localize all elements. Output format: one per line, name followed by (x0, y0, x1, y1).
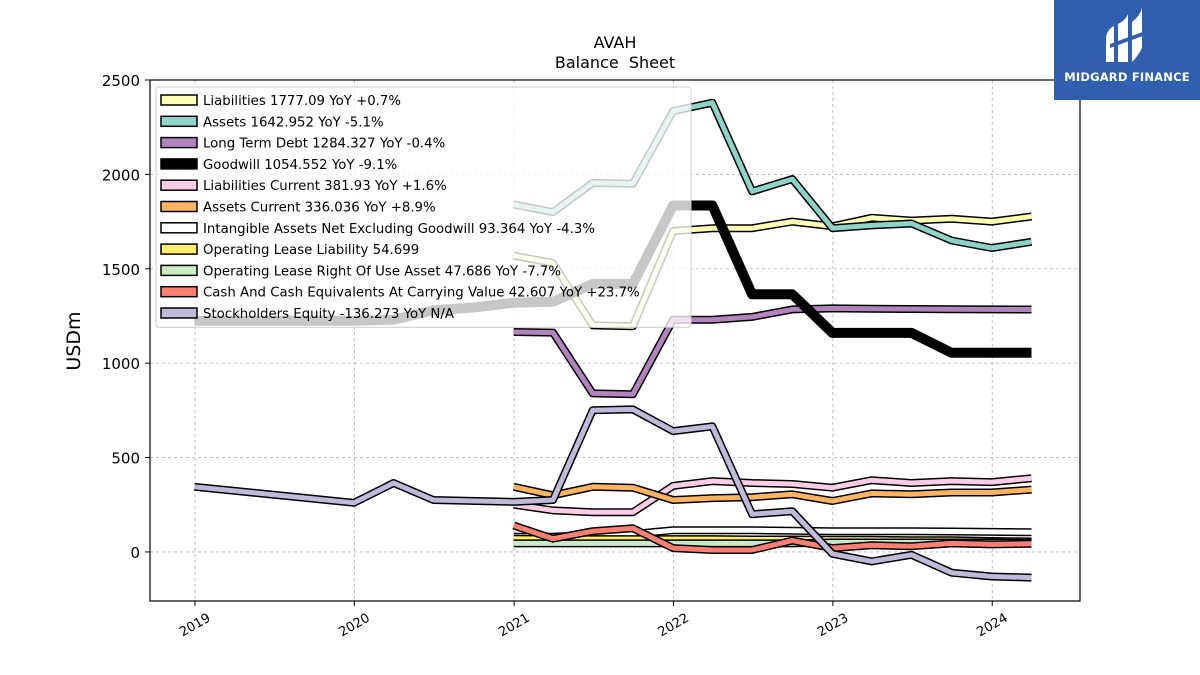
legend-label: Cash And Cash Equivalents At Carrying Va… (203, 286, 640, 301)
x-tick-label: 2020 (337, 611, 373, 641)
y-tick-label: 0 (130, 544, 140, 562)
series-line (513, 484, 1032, 504)
x-axis-ticks: 2019 2020 2021 2022 2023 2024 (177, 601, 1011, 641)
legend-swatch (160, 307, 198, 319)
legend-label: Operating Lease Liability 54.699 (203, 243, 419, 258)
y-axis-ticks: 0 500 1000 1500 2000 2500 (102, 72, 150, 562)
x-tick-label: 2024 (974, 611, 1010, 641)
x-tick-label: 2022 (656, 611, 692, 641)
chart-subtitle: Balance Sheet (555, 53, 675, 72)
legend-box (155, 86, 692, 328)
legend-label: Operating Lease Right Of Use Asset 47.68… (203, 264, 561, 279)
legend: Liabilities 1777.09 YoY +0.7% Assets 1642… (155, 86, 692, 328)
y-tick-label: 1000 (102, 355, 140, 373)
legend-label: Assets 1642.952 YoY -5.1% (203, 115, 384, 130)
series-4 (513, 474, 1032, 517)
legend-label: Stockholders Equity -136.273 YoY N/A (203, 307, 454, 322)
y-tick-label: 2500 (102, 72, 140, 90)
midgard-logo-icon (1106, 8, 1148, 62)
plot-frame (149, 79, 1081, 602)
legend-swatch (160, 115, 198, 128)
legend-swatch (160, 285, 198, 298)
y-tick-label: 500 (111, 450, 140, 468)
x-tick-label: 2021 (496, 611, 532, 641)
series-line (512, 523, 1032, 553)
legend-label: Intangible Assets Net Excluding Goodwill… (203, 222, 595, 237)
series-line (513, 527, 1032, 540)
legend-label: Liabilities Current 381.93 YoY +1.6% (203, 179, 447, 194)
x-tick-label: 2023 (815, 611, 851, 641)
legend-label: Goodwill 1054.552 YoY -9.1% (203, 158, 397, 173)
legend-swatch (160, 243, 198, 255)
legend-label: Long Term Debt 1284.327 YoY -0.4% (203, 137, 445, 152)
series-line (513, 305, 1032, 397)
series-6 (513, 526, 1032, 541)
midgard-finance-logo: MIDGARD FINANCE (1054, 0, 1200, 100)
series-line (194, 406, 1032, 581)
legend-swatch (160, 179, 198, 191)
y-axis-label: USDm (63, 311, 85, 370)
legend-swatch (160, 94, 198, 106)
series-9 (512, 521, 1032, 554)
y-tick-label: 1500 (102, 261, 140, 279)
series-10 (194, 405, 1032, 582)
legend-swatch (160, 222, 198, 234)
series-5 (512, 482, 1032, 505)
legend-label: Liabilities 1777.09 YoY +0.7% (203, 94, 401, 109)
legend-swatch (160, 264, 198, 277)
chart-title: AVAH (594, 33, 637, 52)
legend-swatch (160, 136, 198, 149)
series-2 (513, 304, 1032, 399)
logo-text: MIDGARD FINANCE (1064, 70, 1190, 84)
legend-swatch (160, 200, 198, 213)
y-tick-label: 2000 (102, 166, 140, 184)
legend-swatch (160, 158, 198, 170)
legend-label: Assets Current 336.036 YoY +8.9% (203, 201, 436, 216)
series-line (513, 475, 1032, 515)
x-tick-label: 2019 (177, 611, 213, 641)
